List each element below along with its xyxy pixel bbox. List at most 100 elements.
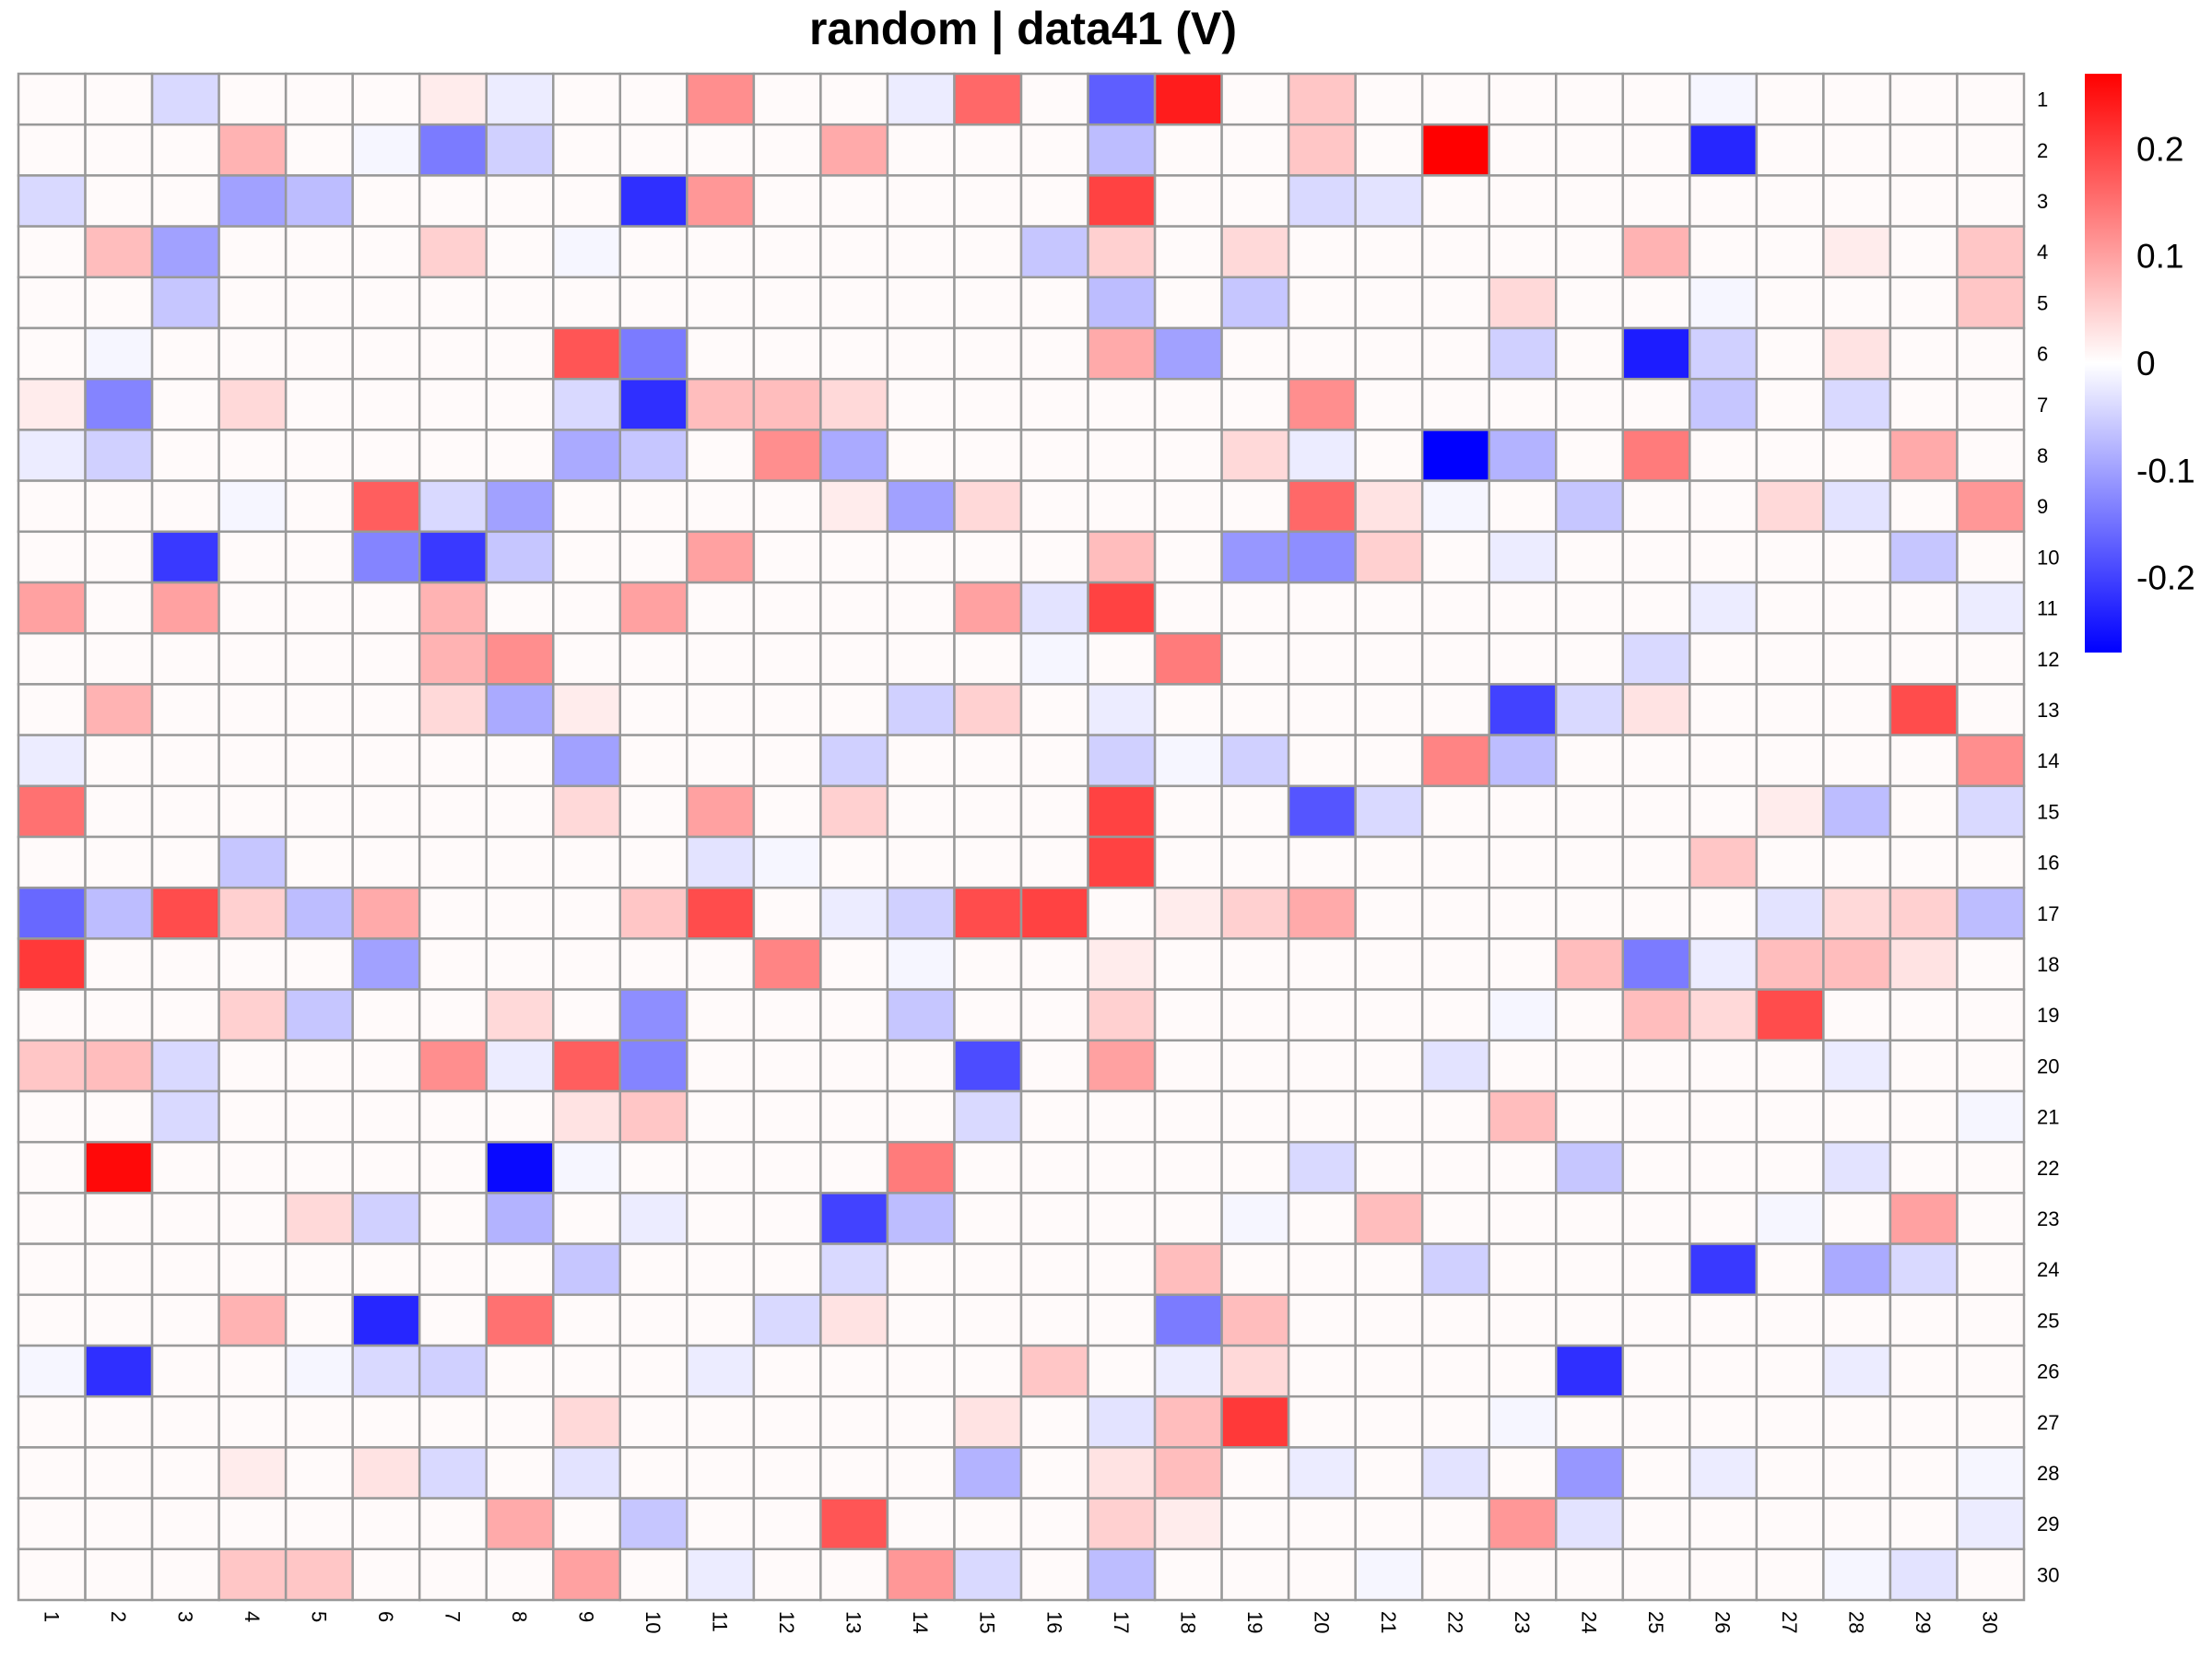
heatmap-cell-r30-c10 [618,1547,688,1602]
heatmap-cell-r26-c20 [1287,1344,1357,1398]
heatmap-cell-r10-c27 [1755,530,1825,584]
heatmap-cell-r15-c24 [1555,784,1625,839]
heatmap-cell-r9-c9 [552,479,622,534]
heatmap-cell-r4-c22 [1420,225,1490,279]
heatmap-cell-r10-c4 [218,530,288,584]
heatmap-cell-r19-c26 [1688,988,1759,1042]
heatmap-cell-r10-c21 [1354,530,1424,584]
heatmap-cell-r15-c3 [150,784,220,839]
heatmap-cell-r18-c29 [1888,937,1959,991]
heatmap-cell-r6-c12 [752,326,822,381]
heatmap-cell-r22-c4 [218,1140,288,1194]
heatmap-cell-r21-c29 [1888,1089,1959,1144]
heatmap-cell-r21-c22 [1420,1089,1490,1144]
heatmap-cell-r27-c4 [218,1394,288,1449]
heatmap-cell-r20-c14 [886,1039,956,1093]
heatmap-cell-r11-c28 [1822,581,1892,635]
heatmap-cell-r26-c16 [1019,1344,1089,1398]
heatmap-cell-r25-c25 [1621,1293,1691,1347]
row-label-21: 21 [2037,1106,2059,1129]
heatmap-cell-r18-c16 [1019,937,1089,991]
heatmap-cell-r7-c7 [418,377,488,431]
heatmap-cell-r4-c6 [351,225,421,279]
heatmap-cell-r7-c18 [1153,377,1223,431]
heatmap-cell-r9-c6 [351,479,421,534]
heatmap-cell-r24-c9 [552,1242,622,1297]
heatmap-cell-r28-c7 [418,1446,488,1500]
heatmap-cell-r4-c12 [752,225,822,279]
heatmap-cell-r2-c6 [351,123,421,177]
heatmap-cell-r14-c3 [150,734,220,788]
heatmap-cell-r27-c8 [485,1394,555,1449]
column-label-29: 29 [1912,1611,1935,1633]
heatmap-cell-r5-c8 [485,276,555,330]
heatmap-cell-r2-c2 [84,123,154,177]
heatmap-cell-r9-c5 [284,479,354,534]
heatmap-cell-r25-c22 [1420,1293,1490,1347]
heatmap-cell-r10-c3 [150,530,220,584]
heatmap-cell-r26-c2 [84,1344,154,1398]
heatmap-cell-r20-c2 [84,1039,154,1093]
row-label-24: 24 [2037,1258,2059,1281]
heatmap-cell-r5-c19 [1220,276,1290,330]
heatmap-cell-r9-c4 [218,479,288,534]
heatmap-cell-r20-c22 [1420,1039,1490,1093]
heatmap-cell-r1-c14 [886,72,956,126]
heatmap-cell-r28-c29 [1888,1446,1959,1500]
heatmap-cell-r20-c20 [1287,1039,1357,1093]
heatmap-cell-r22-c10 [618,1140,688,1194]
heatmap-cell-r13-c29 [1888,683,1959,736]
heatmap-cell-r15-c6 [351,784,421,839]
heatmap-cell-r5-c30 [1956,276,2026,330]
heatmap-cell-r24-c27 [1755,1242,1825,1297]
heatmap-cell-r22-c18 [1153,1140,1223,1194]
heatmap-cell-r26-c25 [1621,1344,1691,1398]
heatmap-cell-r20-c23 [1488,1039,1558,1093]
heatmap-cell-r4-c25 [1621,225,1691,279]
heatmap-cell-r24-c8 [485,1242,555,1297]
heatmap-cell-r21-c2 [84,1089,154,1144]
heatmap-cell-r26-c30 [1956,1344,2026,1398]
heatmap-cell-r14-c12 [752,734,822,788]
heatmap-cell-r1-c28 [1822,72,1892,126]
heatmap-cell-r22-c17 [1087,1140,1157,1194]
heatmap-cell-r19-c19 [1220,988,1290,1042]
heatmap-cell-r13-c13 [819,683,889,736]
heatmap-cell-r28-c9 [552,1446,622,1500]
heatmap-cell-r12-c19 [1220,631,1290,686]
heatmap-cell-r5-c5 [284,276,354,330]
heatmap-cell-r6-c26 [1688,326,1759,381]
column-label-9: 9 [575,1611,598,1622]
heatmap-cell-r8-c30 [1956,429,2026,482]
heatmap-cell-r1-c2 [84,72,154,126]
heatmap-cell-r15-c15 [953,784,1023,839]
heatmap-cell-r2-c11 [686,123,756,177]
heatmap-cell-r18-c10 [618,937,688,991]
heatmap-cell-r23-c20 [1287,1192,1357,1245]
heatmap-cell-r18-c2 [84,937,154,991]
heatmap-cell-r13-c23 [1488,683,1558,736]
heatmap-cell-r11-c7 [418,581,488,635]
heatmap-cell-r2-c20 [1287,123,1357,177]
heatmap-cell-r25-c8 [485,1293,555,1347]
heatmap-cell-r16-c1 [17,835,87,889]
heatmap-cell-r12-c5 [284,631,354,686]
heatmap-cell-r18-c8 [485,937,555,991]
heatmap-cell-r7-c14 [886,377,956,431]
heatmap-cell-r26-c23 [1488,1344,1558,1398]
heatmap-cell-r11-c6 [351,581,421,635]
heatmap-cell-r1-c26 [1688,72,1759,126]
heatmap-cell-r6-c21 [1354,326,1424,381]
heatmap-cell-r17-c17 [1087,886,1157,940]
heatmap-cell-r12-c20 [1287,631,1357,686]
heatmap-cell-r29-c19 [1220,1497,1290,1551]
column-label-19: 19 [1243,1611,1266,1633]
row-label-12: 12 [2037,648,2059,671]
heatmap-cell-r2-c21 [1354,123,1424,177]
heatmap-cell-r24-c26 [1688,1242,1759,1297]
heatmap-cell-r7-c23 [1488,377,1558,431]
heatmap-cell-r7-c3 [150,377,220,431]
heatmap-cell-r30-c6 [351,1547,421,1602]
heatmap-cell-r11-c16 [1019,581,1089,635]
heatmap-cell-r3-c12 [752,174,822,228]
